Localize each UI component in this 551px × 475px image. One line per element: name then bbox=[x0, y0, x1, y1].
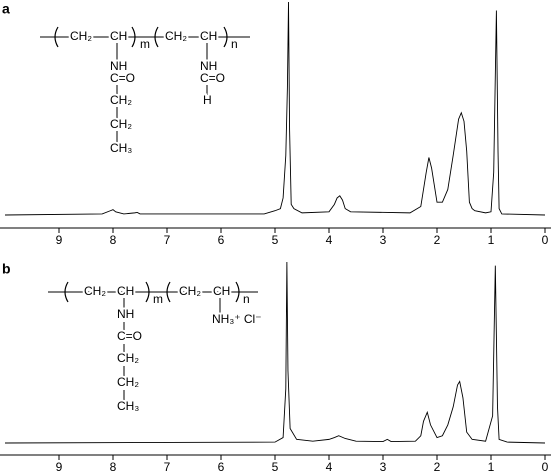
structure-label: CH₂ bbox=[165, 29, 187, 43]
structure-label: CH bbox=[110, 29, 127, 43]
structure-label: CH₃ bbox=[117, 399, 139, 413]
structure-label: CH₂ bbox=[70, 29, 92, 43]
panel-label: a bbox=[2, 1, 10, 17]
x-tick-label: 7 bbox=[164, 233, 171, 247]
bracket bbox=[235, 281, 240, 303]
x-tick-label: 6 bbox=[218, 460, 225, 474]
panel-label: b bbox=[2, 261, 11, 277]
x-tick-label: 4 bbox=[326, 460, 333, 474]
structure-label: m bbox=[153, 292, 163, 306]
x-tick-label: 1 bbox=[488, 460, 495, 474]
spectrum-line bbox=[4, 261, 546, 444]
structure-label: CH₂ bbox=[117, 375, 139, 389]
x-tick-label: 4 bbox=[326, 233, 333, 247]
x-tick-label: 6 bbox=[218, 233, 225, 247]
x-tick-label: 7 bbox=[164, 460, 171, 474]
x-tick-label: 3 bbox=[380, 233, 387, 247]
x-tick-label: 9 bbox=[56, 233, 63, 247]
structure-label: m bbox=[140, 37, 150, 51]
structure-label: NH bbox=[110, 59, 127, 73]
structure-label: NH₃⁺ Cl⁻ bbox=[212, 312, 262, 326]
structure-label: CH bbox=[117, 284, 134, 298]
structure-label: CH₂ bbox=[117, 351, 139, 365]
structure-label: n bbox=[243, 292, 250, 306]
x-tick-label: 5 bbox=[272, 460, 279, 474]
x-tick-label: 1 bbox=[488, 233, 495, 247]
bracket bbox=[154, 26, 159, 48]
x-tick-label: 9 bbox=[56, 460, 63, 474]
x-tick-label: 0 bbox=[542, 233, 549, 247]
x-tick-label: 0 bbox=[542, 460, 549, 474]
x-tick-label: 3 bbox=[380, 460, 387, 474]
structure-label: C=O bbox=[117, 329, 142, 343]
x-tick-label: 8 bbox=[110, 460, 117, 474]
bracket bbox=[64, 281, 69, 303]
structure-label: CH₂ bbox=[110, 117, 132, 131]
bracket bbox=[54, 26, 59, 48]
x-tick-label: 8 bbox=[110, 233, 117, 247]
structure-label: CH₂ bbox=[84, 284, 106, 298]
structure-label: H bbox=[203, 93, 212, 107]
x-tick-label: 2 bbox=[434, 460, 441, 474]
structure-label: CH bbox=[213, 284, 230, 298]
x-tick-label: 2 bbox=[434, 233, 441, 247]
structure-label: CH₂ bbox=[110, 93, 132, 107]
structure-label: C=O bbox=[110, 71, 135, 85]
bracket bbox=[131, 26, 136, 48]
spectrum-line bbox=[4, 1, 546, 216]
structure-label: NH bbox=[117, 307, 134, 321]
x-tick-label: 5 bbox=[272, 233, 279, 247]
structure-label: C=O bbox=[200, 71, 225, 85]
bracket bbox=[166, 281, 171, 303]
structure-label: NH bbox=[200, 59, 217, 73]
structure-label: CH₂ bbox=[179, 284, 201, 298]
structure-label: CH₃ bbox=[110, 141, 132, 155]
structure-label: n bbox=[231, 37, 238, 51]
bracket bbox=[145, 281, 150, 303]
structure-label: CH bbox=[200, 29, 217, 43]
bracket bbox=[223, 26, 228, 48]
